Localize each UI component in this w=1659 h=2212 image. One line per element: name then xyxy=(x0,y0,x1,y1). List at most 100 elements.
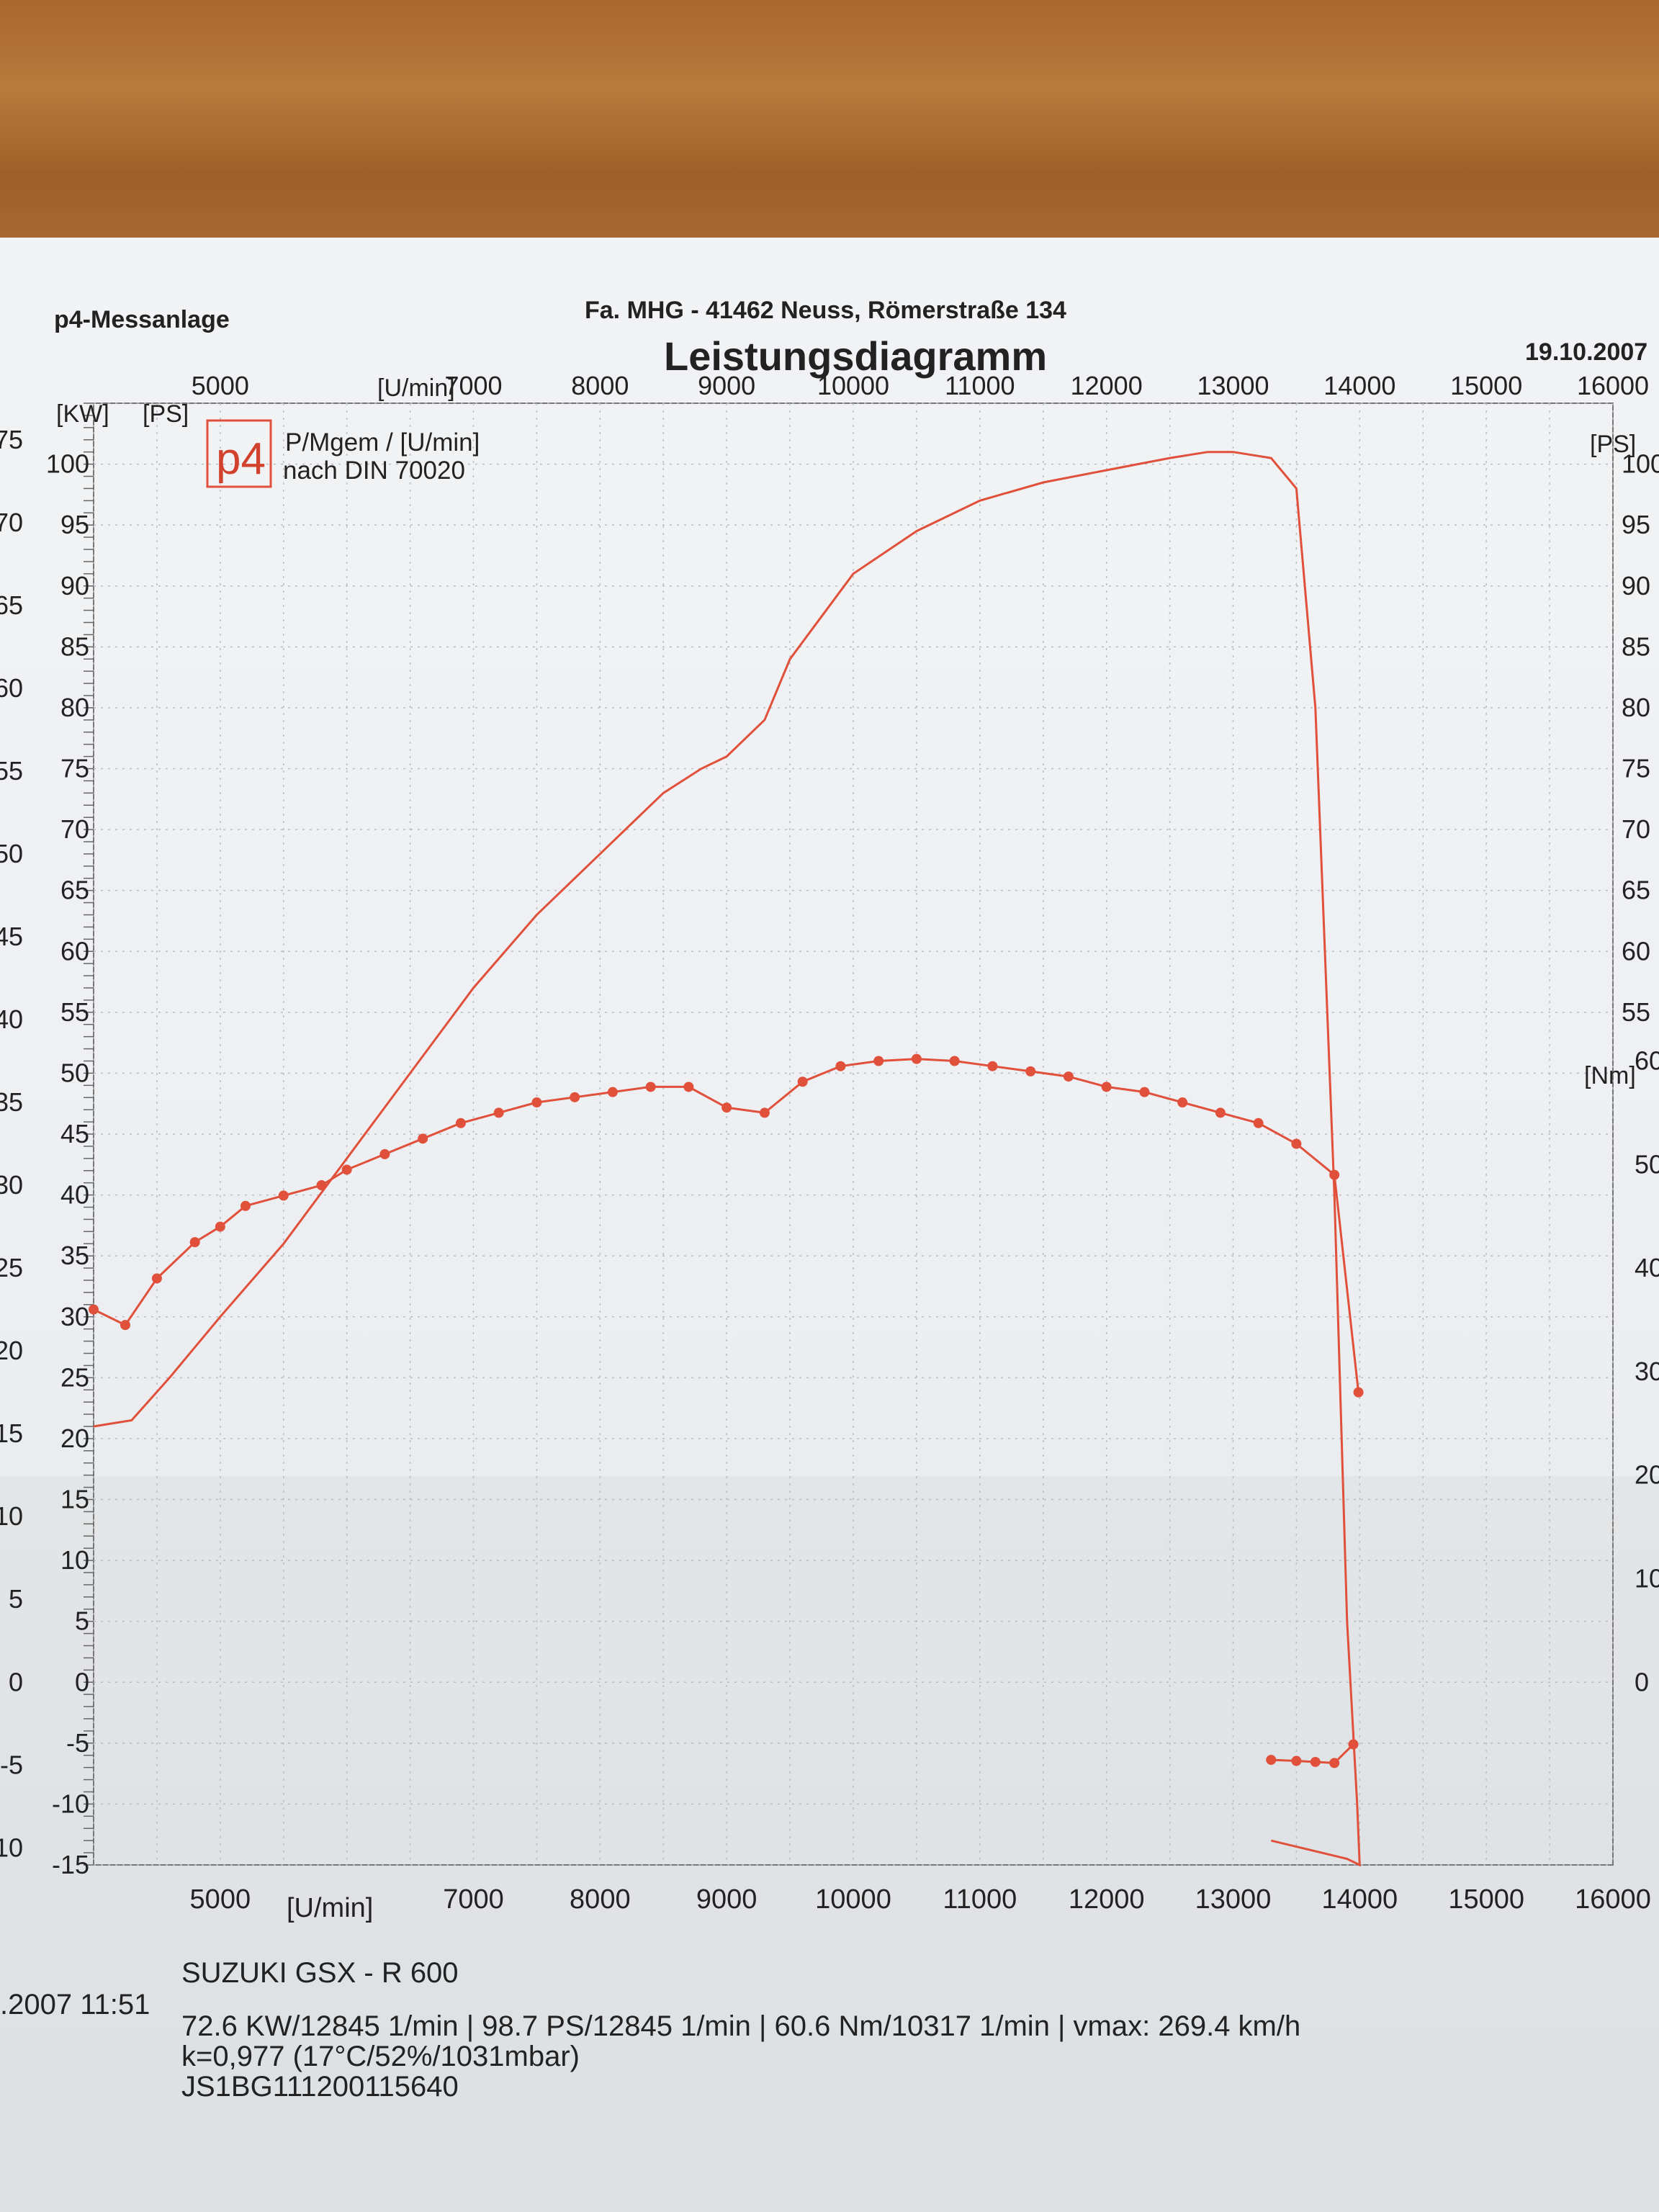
torque-point xyxy=(1266,1755,1277,1766)
nm-unit: [Nm] xyxy=(1584,1062,1636,1089)
paper-shadow xyxy=(0,1476,1659,2212)
y-kw-tick-label: -10 xyxy=(0,1833,23,1862)
x-tick-label-bottom: 11000 xyxy=(943,1884,1017,1915)
y-ps-tick-label: 30 xyxy=(60,1302,89,1331)
header-center: Fa. MHG - 41462 Neuss, Römerstraße 134 xyxy=(585,297,1066,324)
dyno-chart: 5000500070007000800080009000900010000100… xyxy=(0,371,1659,1923)
y-kw-tick-label: 30 xyxy=(0,1170,23,1200)
x-tick-label-bottom: 13000 xyxy=(1195,1884,1272,1915)
y-right-ps-tick-label: 60 xyxy=(1622,936,1650,966)
paper-sheet xyxy=(0,238,1659,2212)
footer-stats: 72.6 KW/12845 1/min | 98.7 PS/12845 1/mi… xyxy=(181,2010,1301,2042)
y-right-nm-tick-label: 0 xyxy=(1635,1667,1649,1696)
y-right-ps-tick-label: 80 xyxy=(1622,693,1650,722)
y-kw-tick-label: 20 xyxy=(0,1336,23,1365)
y-right-nm-tick-label: 20 xyxy=(1635,1460,1659,1490)
torque-point xyxy=(835,1061,846,1071)
y-ps-tick-label: 50 xyxy=(60,1058,89,1087)
x-tick-label-bottom: 14000 xyxy=(1321,1884,1398,1915)
y-kw-tick-label: 10 xyxy=(0,1501,23,1531)
x-tick-label-top: 10000 xyxy=(817,371,889,400)
rpm-unit-top: [U/min] xyxy=(377,374,455,402)
torque-point xyxy=(240,1200,251,1211)
y-ps-tick-label: 55 xyxy=(60,997,89,1027)
y-kw-tick-label: 15 xyxy=(0,1419,23,1448)
torque-curve xyxy=(93,1058,1360,1393)
logo-box xyxy=(206,419,272,488)
plot-frame xyxy=(93,403,1614,1866)
x-tick-label-top: 12000 xyxy=(1071,371,1143,400)
x-tick-label-bottom: 15000 xyxy=(1448,1884,1524,1915)
x-tick-label-bottom: 10000 xyxy=(815,1884,891,1915)
torque-point xyxy=(721,1102,732,1113)
legend-line1: P/Mgem / [U/min] xyxy=(285,428,480,457)
kw-unit: [KW] xyxy=(56,400,109,428)
torque-point xyxy=(1310,1756,1321,1767)
torque-point xyxy=(759,1107,770,1118)
y-right-ps-tick-label: 65 xyxy=(1622,876,1650,905)
torque-point xyxy=(418,1133,428,1144)
torque-point xyxy=(873,1056,884,1066)
y-kw-tick-label: 50 xyxy=(0,839,23,868)
torque-point xyxy=(1329,1758,1340,1768)
chart-grid xyxy=(93,403,1614,1866)
legend: p4 P/Mgem / [U/min] nach DIN 70020 xyxy=(206,419,480,488)
power-curve xyxy=(93,451,1361,1867)
y-kw-tick-label: 5 xyxy=(9,1584,23,1614)
y-kw-tick-label: 70 xyxy=(0,508,23,537)
y-right-nm-tick-label: 50 xyxy=(1635,1149,1659,1179)
x-tick-label-bottom: 8000 xyxy=(570,1884,631,1915)
torque-point xyxy=(1253,1118,1264,1128)
torque-point xyxy=(493,1107,504,1118)
chart-title: Leistungsdiagramm xyxy=(664,333,1048,379)
header-left: p4-Messanlage xyxy=(54,306,230,333)
chart-ticks: 5000500070007000800080009000900010000100… xyxy=(0,371,1659,1915)
x-tick-label-top: 14000 xyxy=(1323,371,1395,400)
legend-line2: nach DIN 70020 xyxy=(283,457,465,485)
x-tick-label-top: 9000 xyxy=(698,371,755,400)
y-right-nm-tick-label: 30 xyxy=(1635,1357,1659,1386)
torque-point xyxy=(1215,1107,1226,1118)
torque-point xyxy=(1101,1082,1112,1092)
y-ps-tick-label: 85 xyxy=(60,631,89,661)
y-ps-tick-label: 5 xyxy=(75,1606,89,1636)
torque-point xyxy=(1139,1087,1150,1097)
y-ps-tick-label: 95 xyxy=(60,510,89,539)
torque-point xyxy=(379,1148,390,1159)
y-right-nm-tick-label: 60 xyxy=(1635,1046,1659,1076)
x-tick-label-top: 8000 xyxy=(571,371,629,400)
p4-logo: p4 xyxy=(216,434,266,484)
y-kw-tick-label: 75 xyxy=(0,425,23,454)
x-tick-label-bottom: 7000 xyxy=(443,1884,504,1915)
torque-point xyxy=(1025,1066,1036,1076)
y-ps-tick-label: -10 xyxy=(52,1789,89,1818)
y-ps-tick-label: 15 xyxy=(60,1485,89,1514)
torque-point xyxy=(341,1164,352,1175)
torque-point xyxy=(570,1092,580,1102)
header-date: 19.10.2007 xyxy=(1525,338,1648,366)
torque-point xyxy=(607,1087,618,1097)
x-tick-label-top: 5000 xyxy=(192,371,249,400)
torque-point xyxy=(911,1053,922,1064)
torque-point xyxy=(278,1190,289,1201)
y-ps-tick-label: 80 xyxy=(60,693,89,722)
torque-point xyxy=(531,1097,542,1108)
y-ps-tick-label: 20 xyxy=(60,1424,89,1453)
torque-point xyxy=(1291,1755,1302,1766)
y-kw-tick-label: -5 xyxy=(0,1750,23,1779)
torque-point xyxy=(151,1273,162,1284)
torque-point xyxy=(797,1076,808,1087)
footer-vin: JS1BG111200115640 xyxy=(181,2071,459,2103)
y-kw-tick-label: 60 xyxy=(0,673,23,703)
ps-unit-left: [PS] xyxy=(143,400,189,428)
rpm-unit-bottom: [U/min] xyxy=(287,1893,373,1923)
x-tick-label-bottom: 16000 xyxy=(1575,1884,1651,1915)
x-tick-label-bottom: 9000 xyxy=(696,1884,757,1915)
y-right-ps-tick-label: 100 xyxy=(1622,449,1659,479)
torque-point xyxy=(89,1304,99,1315)
x-tick-label-top: 7000 xyxy=(444,371,502,400)
y-kw-tick-label: 40 xyxy=(0,1004,23,1034)
torque-point xyxy=(316,1180,327,1191)
chart-lines xyxy=(89,451,1364,1867)
y-ps-tick-label: 25 xyxy=(60,1362,89,1392)
